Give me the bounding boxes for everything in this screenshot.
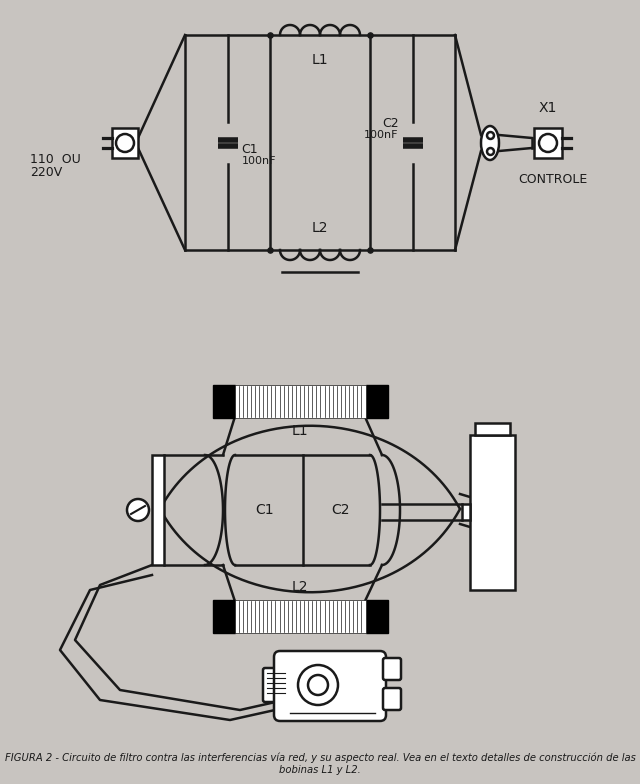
Text: C1: C1 — [255, 503, 274, 517]
Text: C2: C2 — [332, 503, 349, 517]
Text: CONTROLE: CONTROLE — [518, 173, 588, 186]
Text: X1: X1 — [539, 101, 557, 115]
Text: L1: L1 — [292, 424, 308, 438]
Text: 110  OU: 110 OU — [30, 153, 81, 166]
Bar — [365, 385, 387, 418]
Bar — [462, 504, 470, 520]
Circle shape — [127, 499, 149, 521]
Circle shape — [298, 665, 338, 705]
FancyBboxPatch shape — [274, 651, 386, 721]
Text: FIGURA 2 - Circuito de filtro contra las interferencias vía red, y su aspecto re: FIGURA 2 - Circuito de filtro contra las… — [4, 753, 636, 775]
Bar — [152, 455, 164, 565]
FancyBboxPatch shape — [383, 658, 401, 680]
Bar — [234, 600, 365, 633]
Text: 220V: 220V — [30, 166, 62, 179]
Bar — [212, 385, 234, 418]
Bar — [365, 600, 387, 633]
FancyBboxPatch shape — [383, 688, 401, 710]
Bar — [112, 128, 138, 158]
Text: L2: L2 — [292, 580, 308, 594]
Text: X1: X1 — [483, 525, 502, 539]
Text: L1: L1 — [312, 53, 328, 67]
Text: C2: C2 — [382, 117, 399, 129]
Circle shape — [308, 675, 328, 695]
Ellipse shape — [481, 126, 499, 160]
FancyBboxPatch shape — [263, 668, 289, 702]
Circle shape — [539, 134, 557, 152]
Bar — [234, 385, 365, 418]
Bar — [470, 435, 515, 590]
Text: 100nF: 100nF — [364, 130, 399, 140]
Bar — [212, 600, 234, 633]
Text: C1: C1 — [241, 143, 258, 155]
Bar — [534, 128, 562, 158]
Circle shape — [116, 134, 134, 152]
Text: 100nF: 100nF — [241, 156, 276, 166]
Bar — [475, 423, 510, 435]
Text: L2: L2 — [312, 221, 328, 235]
